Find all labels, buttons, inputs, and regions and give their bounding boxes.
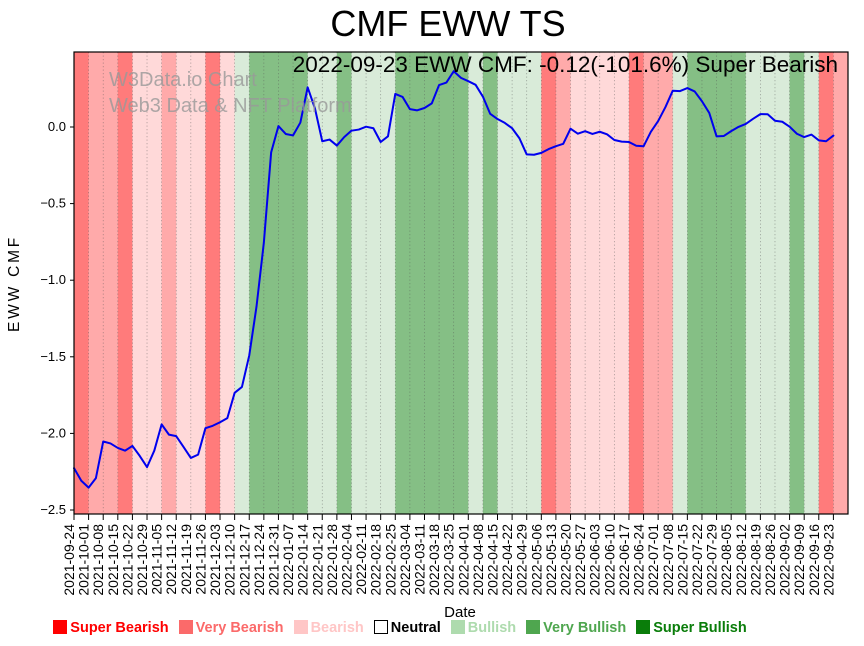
svg-text:2022-09-02: 2022-09-02 <box>777 524 793 596</box>
svg-text:2022-04-01: 2022-04-01 <box>455 524 471 596</box>
svg-text:2022-03-25: 2022-03-25 <box>441 524 457 596</box>
svg-text:2022-04-29: 2022-04-29 <box>514 524 530 596</box>
svg-text:2021-10-15: 2021-10-15 <box>105 524 121 596</box>
svg-text:2021-10-08: 2021-10-08 <box>90 524 106 596</box>
svg-text:2022-08-26: 2022-08-26 <box>762 524 778 596</box>
svg-text:2022-08-12: 2022-08-12 <box>733 524 749 596</box>
svg-text:2021-10-22: 2021-10-22 <box>119 524 135 596</box>
svg-text:2022-04-08: 2022-04-08 <box>470 524 486 596</box>
svg-text:2022-03-18: 2022-03-18 <box>426 524 442 596</box>
svg-text:2022-02-11: 2022-02-11 <box>353 524 369 595</box>
svg-text:2022-07-15: 2022-07-15 <box>674 524 690 596</box>
svg-text:2022-06-10: 2022-06-10 <box>601 524 617 596</box>
svg-text:2022-02-04: 2022-02-04 <box>338 524 354 596</box>
svg-text:−1.0: −1.0 <box>40 272 66 287</box>
svg-text:2022-06-03: 2022-06-03 <box>587 524 603 596</box>
svg-text:2022-05-13: 2022-05-13 <box>543 524 559 596</box>
svg-text:2022-06-17: 2022-06-17 <box>616 524 632 596</box>
svg-text:2021-11-12: 2021-11-12 <box>163 524 179 595</box>
svg-text:2022-09-09: 2022-09-09 <box>791 524 807 596</box>
svg-text:−0.5: −0.5 <box>40 196 66 211</box>
svg-text:2022-05-20: 2022-05-20 <box>558 524 574 596</box>
svg-text:2021-10-01: 2021-10-01 <box>76 524 92 596</box>
svg-text:2021-12-10: 2021-12-10 <box>222 524 238 596</box>
svg-text:2021-12-03: 2021-12-03 <box>207 524 223 596</box>
svg-text:0.0: 0.0 <box>48 119 66 134</box>
svg-text:2022-07-08: 2022-07-08 <box>660 524 676 596</box>
svg-text:2022-09-16: 2022-09-16 <box>806 524 822 596</box>
svg-text:2021-11-26: 2021-11-26 <box>192 524 208 595</box>
svg-text:2021-10-29: 2021-10-29 <box>134 524 150 596</box>
svg-text:2022-05-06: 2022-05-06 <box>528 524 544 596</box>
svg-text:2022-03-11: 2022-03-11 <box>411 524 427 595</box>
svg-text:−2.5: −2.5 <box>40 502 66 517</box>
svg-text:2022-06-24: 2022-06-24 <box>631 524 647 596</box>
svg-text:−2.0: −2.0 <box>40 425 66 440</box>
svg-text:2022-01-14: 2022-01-14 <box>295 524 311 596</box>
svg-text:2022-02-25: 2022-02-25 <box>382 524 398 596</box>
svg-text:2022-01-07: 2022-01-07 <box>280 524 296 596</box>
svg-text:2021-11-05: 2021-11-05 <box>149 524 165 595</box>
svg-text:2021-12-31: 2021-12-31 <box>265 524 281 596</box>
svg-text:2021-12-24: 2021-12-24 <box>251 524 267 596</box>
svg-text:2022-08-19: 2022-08-19 <box>747 524 763 596</box>
svg-text:2022-03-04: 2022-03-04 <box>397 524 413 596</box>
svg-text:2021-12-17: 2021-12-17 <box>236 524 252 596</box>
svg-text:2022-01-21: 2022-01-21 <box>309 524 325 596</box>
svg-text:2021-09-24: 2021-09-24 <box>61 524 77 596</box>
svg-text:2022-08-05: 2022-08-05 <box>718 524 734 596</box>
svg-text:2022-09-23: 2022-09-23 <box>820 524 836 596</box>
svg-text:2022-01-28: 2022-01-28 <box>324 524 340 596</box>
svg-text:−1.5: −1.5 <box>40 349 66 364</box>
svg-text:2022-07-01: 2022-07-01 <box>645 524 661 596</box>
svg-text:2021-11-19: 2021-11-19 <box>178 524 194 595</box>
svg-text:2022-04-22: 2022-04-22 <box>499 524 515 596</box>
svg-text:2022-05-27: 2022-05-27 <box>572 524 588 596</box>
svg-text:2022-07-22: 2022-07-22 <box>689 524 705 596</box>
svg-text:2022-04-15: 2022-04-15 <box>485 524 501 596</box>
svg-text:2022-07-29: 2022-07-29 <box>704 524 720 596</box>
svg-text:2022-02-18: 2022-02-18 <box>368 524 384 596</box>
